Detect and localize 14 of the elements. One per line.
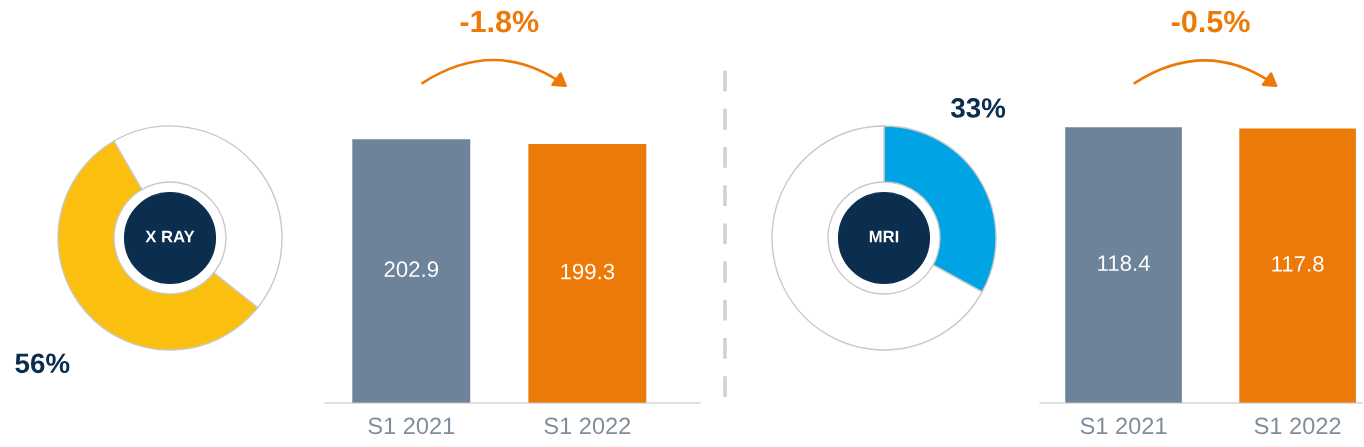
data-label: 199.3 bbox=[561, 263, 615, 280]
x-tick-label: S1 2022 bbox=[544, 417, 631, 435]
text: X RAY bbox=[145, 230, 195, 243]
text: MRI bbox=[869, 230, 899, 243]
data-label: 118.4 bbox=[1098, 255, 1150, 272]
x-tick-label: S1 2021 bbox=[1080, 417, 1167, 435]
data-label: 202.9 bbox=[384, 261, 439, 278]
data-label: 33% bbox=[950, 98, 1006, 118]
x-tick-label: S1 2021 bbox=[368, 417, 455, 435]
data-label: 56% bbox=[15, 353, 70, 374]
text: -1.8% bbox=[460, 10, 539, 33]
x-tick-label: S1 2022 bbox=[1254, 417, 1341, 435]
data-label: 117.8 bbox=[1272, 256, 1324, 272]
text: -0.5% bbox=[1171, 10, 1250, 33]
